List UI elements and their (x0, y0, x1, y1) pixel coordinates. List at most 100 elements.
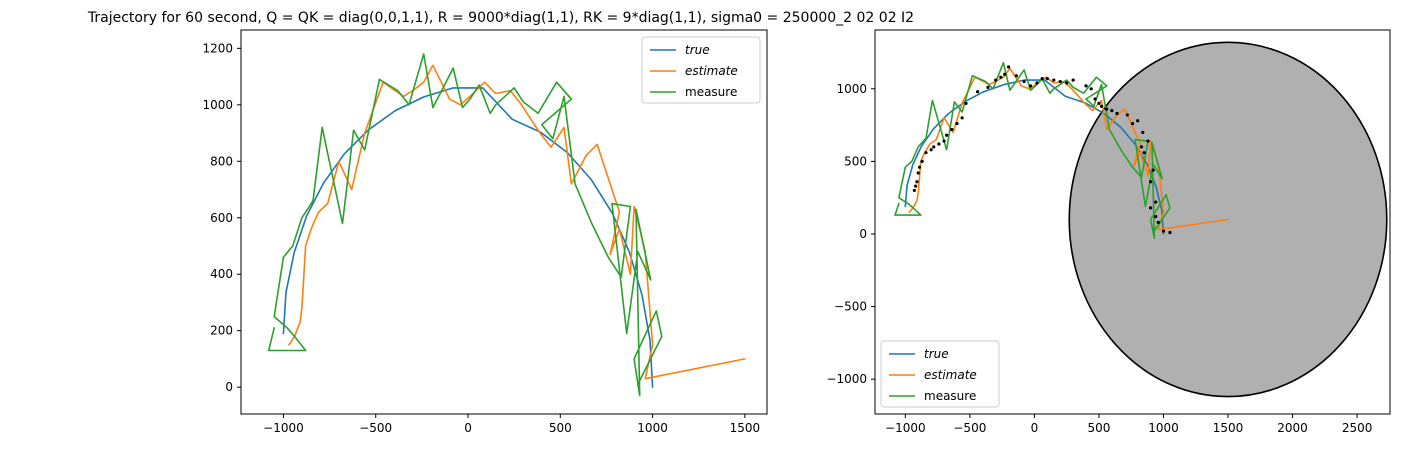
right-data-point (1151, 168, 1155, 172)
left-series-true (282, 87, 654, 389)
right-data-point (1148, 206, 1153, 210)
right-legend: true estimate measure (880, 340, 1000, 408)
right-data-point (1022, 79, 1026, 84)
left-x-tick-label: −1000 (263, 421, 304, 435)
left-y-tick-label: 800 (210, 154, 233, 168)
right-y-tick-label: −500 (834, 300, 867, 314)
left-legend-box (641, 36, 761, 104)
right-axes-frame (874, 29, 1391, 415)
right-data-point (1097, 101, 1101, 105)
left-y-tick-label: 1200 (202, 41, 233, 55)
right-data-point (920, 159, 924, 163)
right-data-point (1035, 81, 1039, 85)
right-data-point (1156, 220, 1160, 224)
right-y-tick-label: 1000 (836, 82, 867, 96)
right-data-point (1052, 78, 1056, 82)
right-legend-label-estimate: estimate (924, 368, 977, 382)
right-data-point (1136, 119, 1140, 123)
right-data-point (976, 90, 980, 94)
left-axes: −1000 −500 0 500 1000 1500 0 200 400 600 800 1000 12… (202, 29, 768, 435)
right-data-point (1139, 145, 1144, 149)
right-x-tick-label: 0 (1031, 421, 1039, 435)
right-data-point (1014, 74, 1018, 78)
right-data-point (994, 78, 998, 82)
right-legend-label-true: true (924, 347, 949, 361)
left-series-measure (267, 53, 663, 397)
left-series-estimate (288, 64, 746, 380)
right-data-point (924, 151, 928, 155)
right-data-point (955, 122, 959, 126)
right-data-point (1071, 78, 1075, 82)
right-data-point (1028, 84, 1033, 88)
right-data-point (1089, 87, 1093, 91)
right-data-point (1146, 139, 1150, 143)
right-data-point (1168, 230, 1172, 235)
right-data-point (929, 148, 933, 152)
right-data-point (1110, 108, 1114, 113)
left-plot-area (267, 53, 746, 397)
right-data-point (1093, 97, 1097, 101)
figure-title: Trajectory for 60 second, Q = QK = diag(… (87, 10, 914, 26)
right-data-point (1142, 151, 1146, 155)
left-legend-label-estimate: estimate (685, 64, 738, 78)
right-data-point (964, 101, 968, 105)
right-data-point (1154, 214, 1158, 219)
right-data-point (1115, 111, 1119, 116)
right-data-point (945, 133, 949, 137)
right-data-point (986, 85, 990, 89)
right-data-point (916, 171, 920, 175)
left-y-tick-label: 400 (210, 267, 233, 281)
left-x-tick-label: 1000 (637, 421, 668, 435)
right-x-tick-label: 500 (1087, 421, 1110, 435)
right-data-point (1040, 77, 1044, 81)
left-axes-ticks: −1000 −500 0 500 1000 1500 0 200 400 600 800 1000 12… (202, 41, 760, 435)
left-x-tick-label: 0 (464, 421, 472, 435)
right-x-tick-label: 2000 (1277, 421, 1308, 435)
left-x-tick-label: −500 (359, 421, 392, 435)
left-legend-label-measure: measure (685, 85, 737, 99)
right-legend-label-measure: measure (924, 389, 976, 403)
right-data-point (1003, 72, 1007, 76)
right-data-point (950, 127, 954, 132)
right-data-point (915, 180, 919, 184)
right-data-point (1058, 79, 1062, 84)
right-y-tick-label: 0 (859, 227, 867, 241)
left-y-tick-label: 0 (225, 380, 233, 394)
right-axes: −1000 −500 0 500 1000 1500 2000 2500 −1000 −500 0 5… (826, 29, 1391, 435)
right-data-point (1125, 113, 1129, 117)
left-x-tick-label: 500 (549, 421, 572, 435)
right-data-point (1045, 77, 1049, 81)
right-data-point (1065, 81, 1069, 85)
right-data-point (999, 75, 1003, 79)
right-y-tick-label: −1000 (826, 372, 867, 386)
right-data-point (932, 145, 936, 149)
right-x-tick-label: −500 (953, 421, 986, 435)
left-legend: true estimate measure (641, 36, 761, 104)
right-data-point (1141, 130, 1145, 134)
right-data-point (912, 188, 916, 193)
right-data-point (1006, 65, 1011, 69)
right-data-point (1148, 180, 1153, 184)
left-legend-label-true: true (685, 43, 710, 57)
right-axes-ticks: −1000 −500 0 500 1000 1500 2000 2500 −1000 −500 0 5… (826, 82, 1372, 435)
right-data-point (1105, 107, 1109, 111)
right-data-point (1130, 122, 1135, 126)
right-data-point (914, 184, 918, 188)
right-x-tick-label: −1000 (885, 421, 926, 435)
left-axes-frame (240, 29, 768, 415)
right-data-point (1084, 84, 1088, 88)
right-data-point (917, 165, 922, 169)
right-data-point (960, 116, 964, 120)
left-x-tick-label: 1500 (730, 421, 761, 435)
right-y-tick-label: 500 (844, 154, 867, 168)
left-y-tick-label: 200 (210, 324, 233, 338)
left-y-tick-label: 600 (210, 211, 233, 225)
right-data-point (1161, 229, 1166, 233)
right-x-tick-label: 1500 (1213, 421, 1244, 435)
left-y-tick-label: 1000 (202, 98, 233, 112)
right-legend-box (880, 340, 1000, 408)
right-data-point (1154, 200, 1158, 204)
right-plot-area (894, 41, 1388, 398)
right-data-point (1099, 104, 1104, 108)
right-x-tick-label: 1000 (1148, 421, 1179, 435)
